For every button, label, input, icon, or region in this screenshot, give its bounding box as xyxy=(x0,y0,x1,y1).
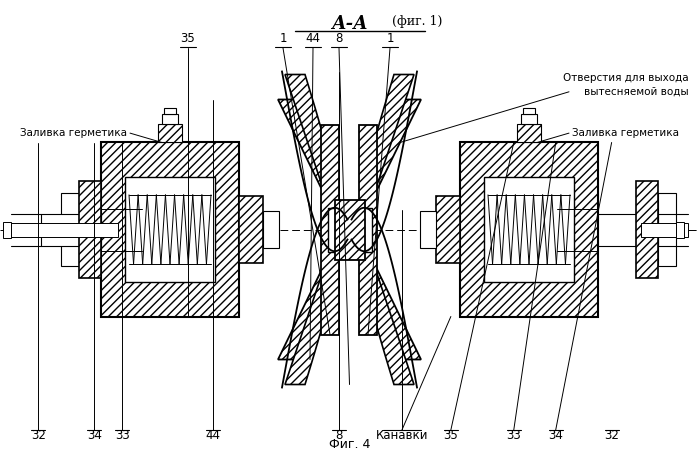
Bar xyxy=(41,213,101,246)
Polygon shape xyxy=(285,74,338,235)
Bar xyxy=(460,142,598,317)
Polygon shape xyxy=(364,100,421,215)
Bar xyxy=(484,177,574,282)
Text: 8: 8 xyxy=(336,32,343,45)
Text: 1: 1 xyxy=(279,32,287,45)
Bar xyxy=(11,223,117,236)
Polygon shape xyxy=(364,244,421,359)
Bar xyxy=(125,177,215,282)
Bar xyxy=(3,222,11,237)
Bar xyxy=(642,223,688,236)
Bar xyxy=(79,181,101,278)
Text: 34: 34 xyxy=(87,429,102,442)
Text: 35: 35 xyxy=(443,429,459,442)
Text: 33: 33 xyxy=(506,429,521,442)
Bar xyxy=(359,124,377,335)
Text: А-А: А-А xyxy=(331,15,368,33)
Text: 32: 32 xyxy=(604,429,619,442)
Bar xyxy=(328,207,371,252)
Bar xyxy=(436,196,460,263)
Bar xyxy=(517,124,541,142)
Polygon shape xyxy=(278,100,335,215)
Text: 1: 1 xyxy=(387,32,394,45)
Bar xyxy=(162,114,178,124)
Polygon shape xyxy=(361,224,414,385)
Text: Заливка герметика: Заливка герметика xyxy=(20,128,127,138)
Text: 35: 35 xyxy=(180,32,196,45)
Bar xyxy=(523,108,535,114)
Text: 44: 44 xyxy=(206,429,221,442)
Polygon shape xyxy=(285,224,338,385)
Text: 33: 33 xyxy=(115,429,130,442)
Bar xyxy=(321,124,339,335)
Text: Канавки: Канавки xyxy=(375,429,428,442)
Bar xyxy=(335,200,364,259)
Text: 44: 44 xyxy=(305,32,321,45)
Bar xyxy=(263,211,279,248)
Bar xyxy=(420,211,436,248)
Bar xyxy=(164,108,176,114)
Text: Отверстия для выхода
вытесняемой воды: Отверстия для выхода вытесняемой воды xyxy=(563,73,689,97)
Bar xyxy=(239,196,263,263)
Bar xyxy=(158,124,182,142)
Text: Фиг. 4: Фиг. 4 xyxy=(329,438,370,451)
Text: (фиг. 1): (фиг. 1) xyxy=(387,15,442,28)
Bar xyxy=(521,114,537,124)
Polygon shape xyxy=(278,244,335,359)
Bar xyxy=(598,213,658,246)
Text: 8: 8 xyxy=(336,429,343,442)
Bar xyxy=(636,181,658,278)
Bar xyxy=(61,193,79,266)
Bar xyxy=(101,142,239,317)
Text: 32: 32 xyxy=(31,429,46,442)
Bar xyxy=(676,222,684,237)
Bar xyxy=(658,193,676,266)
Polygon shape xyxy=(361,74,414,235)
Text: Заливка герметика: Заливка герметика xyxy=(572,128,679,138)
Text: 34: 34 xyxy=(548,429,563,442)
